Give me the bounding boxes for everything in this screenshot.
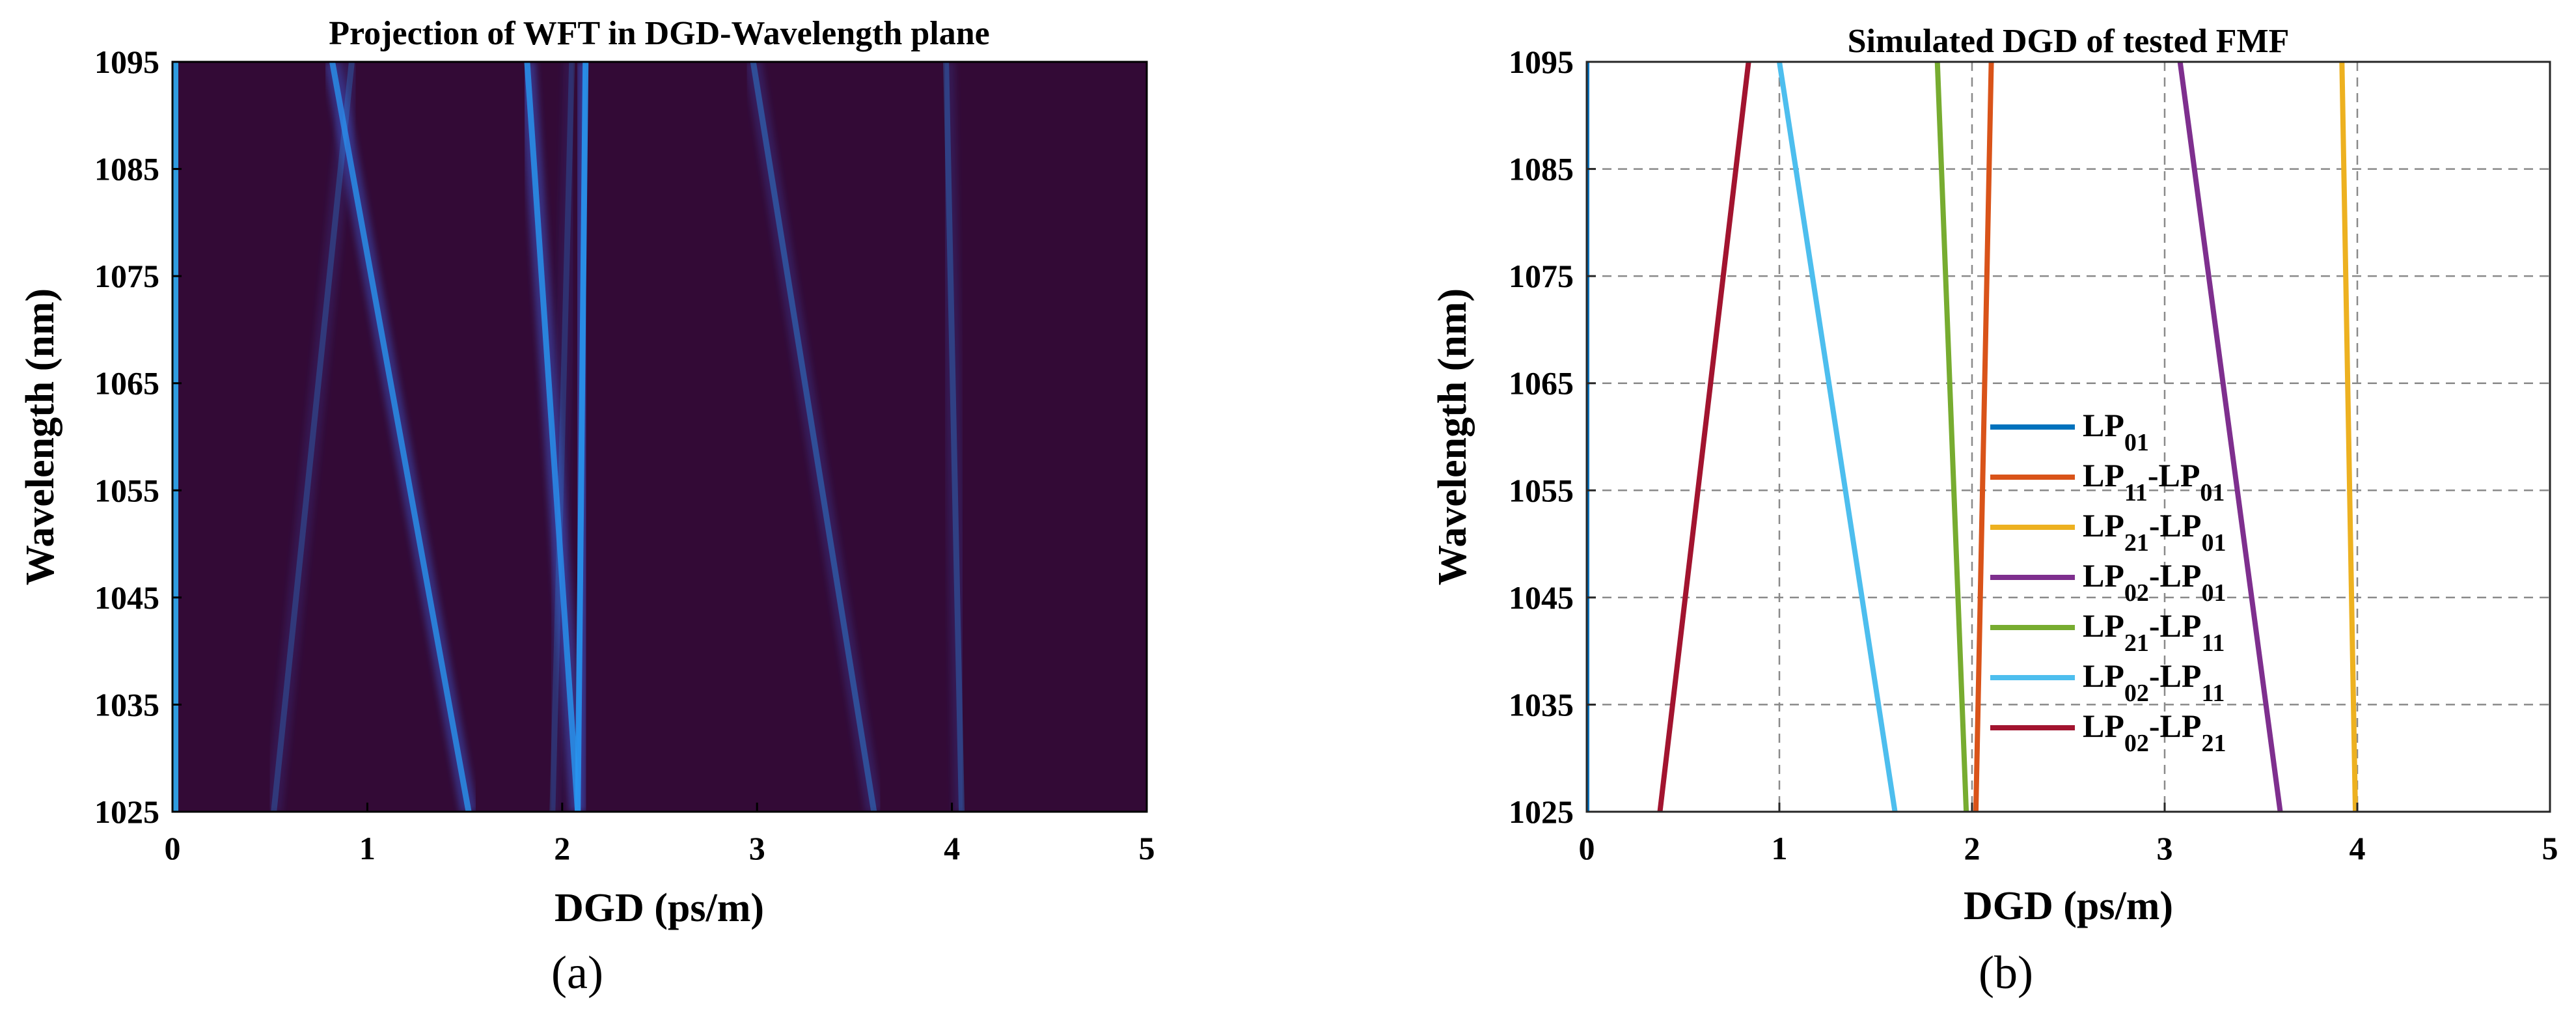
line-chart-frame [1585, 61, 2551, 813]
y-tick-label: 1065 [1509, 365, 1574, 402]
y-tick-label: 1085 [94, 151, 159, 187]
y-tick-label: 1045 [94, 579, 159, 616]
y-tick-label: 1025 [94, 794, 159, 830]
plot-area [1587, 62, 2550, 812]
heatmap-ridge [172, 62, 178, 812]
x-tick-label: 4 [944, 830, 960, 866]
line-chart-y-label: Wavelength (nm) [1431, 288, 1475, 585]
legend-item: LP02-LP11 [1990, 657, 2225, 707]
x-tick-label: 0 [165, 830, 181, 866]
heatmap-ridge [265, 62, 361, 812]
line-chart-y-ticks: 1025 1035 1045 1055 1065 1075 1085 1095 [1509, 44, 1596, 830]
heatmap-ridge [518, 62, 586, 812]
y-tick-label: 1055 [94, 472, 159, 508]
y-tick-label: 1085 [1509, 151, 1574, 187]
x-tick-label: 5 [2542, 830, 2558, 866]
legend-item: LP02-LP01 [1990, 557, 2226, 607]
panel-label-b: (b) [1979, 946, 2033, 999]
heatmap-ridge-core [329, 62, 472, 812]
heatmap-panel: Projection of WFT in DGD-Wavelength plan… [18, 15, 1155, 999]
legend-label: LP02-LP21 [2083, 708, 2226, 757]
heatmap-ridge-core [524, 62, 581, 812]
legend-label: LP21-LP01 [2083, 507, 2226, 557]
heatmap-ridge [569, 62, 594, 812]
x-tick-label: 1 [359, 830, 376, 866]
x-tick-label: 5 [1139, 830, 1155, 866]
heatmap-ridges [172, 62, 970, 812]
legend-label: LP11-LP01 [2083, 457, 2225, 506]
series-line [1777, 62, 1898, 812]
legend-label: LP21-LP11 [2083, 607, 2225, 657]
x-tick-label: 0 [1579, 830, 1595, 866]
heatmap-y-ticks: 1025 1035 1045 1055 1065 1075 1085 1095 [94, 44, 182, 830]
series-lines [1587, 62, 2359, 812]
x-tick-label: 3 [2157, 830, 2173, 866]
line-chart-title: Simulated DGD of tested FMF [1848, 23, 2290, 60]
x-tick-label: 2 [554, 830, 570, 866]
grid-lines [1587, 62, 2550, 812]
heatmap-ridge [745, 62, 883, 812]
legend-label: LP01 [2083, 407, 2149, 456]
x-tick-label: 3 [749, 830, 765, 866]
series-line [1973, 62, 1994, 812]
series-line [1934, 62, 1969, 812]
y-tick-label: 1095 [1509, 44, 1574, 80]
legend-label: LP02-LP01 [2083, 557, 2226, 607]
heatmap-title: Projection of WFT in DGD-Wavelength plan… [329, 15, 989, 52]
y-tick-label: 1055 [1509, 472, 1574, 508]
y-tick-label: 1045 [1509, 579, 1574, 616]
legend-item: LP21-LP01 [1990, 507, 2226, 557]
heatmap-ridge [543, 62, 581, 812]
y-tick-label: 1095 [94, 44, 159, 80]
series-line [1657, 62, 1751, 812]
legend: LP01LP11-LP01LP21-LP01LP02-LP01LP21-LP11… [1990, 407, 2226, 757]
y-tick-label: 1075 [1509, 258, 1574, 294]
heatmap-ridge [323, 62, 477, 812]
legend-label: LP02-LP11 [2083, 657, 2225, 707]
heatmap-x-label: DGD (ps/m) [555, 886, 764, 930]
y-tick-label: 1035 [1509, 686, 1574, 723]
heatmap-frame [171, 61, 1148, 813]
heatmap-ridge-glow [265, 62, 361, 812]
x-tick-label: 2 [1964, 830, 1980, 866]
heatmap-ridge-glow [937, 62, 970, 812]
heatmap-ridge-core [271, 62, 355, 812]
panel-label-a: (a) [551, 946, 603, 999]
legend-item: LP02-LP21 [1990, 708, 2226, 757]
heatmap-ridge-core [575, 62, 589, 812]
legend-item: LP11-LP01 [1990, 457, 2225, 506]
heatmap-x-ticks: 0 1 2 3 4 5 [165, 803, 1155, 866]
y-tick-label: 1075 [94, 258, 159, 294]
line-chart-x-ticks: 0 1 2 3 4 5 [1579, 803, 2558, 866]
heatmap-ridge [937, 62, 970, 812]
heatmap-ridge-core [750, 62, 877, 812]
x-tick-label: 4 [2350, 830, 2366, 866]
series-line [2339, 62, 2359, 812]
heatmap-ridge-glow [543, 62, 581, 812]
y-tick-label: 1065 [94, 365, 159, 402]
heatmap-ridge-core [943, 62, 965, 812]
x-tick-label: 1 [1772, 830, 1788, 866]
heatmap-ridge-glow [745, 62, 883, 812]
legend-item: LP01 [1990, 407, 2149, 456]
legend-item: LP21-LP11 [1990, 607, 2225, 657]
y-tick-label: 1025 [1509, 794, 1574, 830]
series-line [2177, 62, 2283, 812]
line-chart-x-label: DGD (ps/m) [1964, 884, 2173, 928]
heatmap-y-label: Wavelength (nm) [18, 288, 62, 585]
y-tick-label: 1035 [94, 686, 159, 723]
heatmap-ridge-edge [172, 62, 178, 812]
heatmap-ridge-core [549, 62, 575, 812]
